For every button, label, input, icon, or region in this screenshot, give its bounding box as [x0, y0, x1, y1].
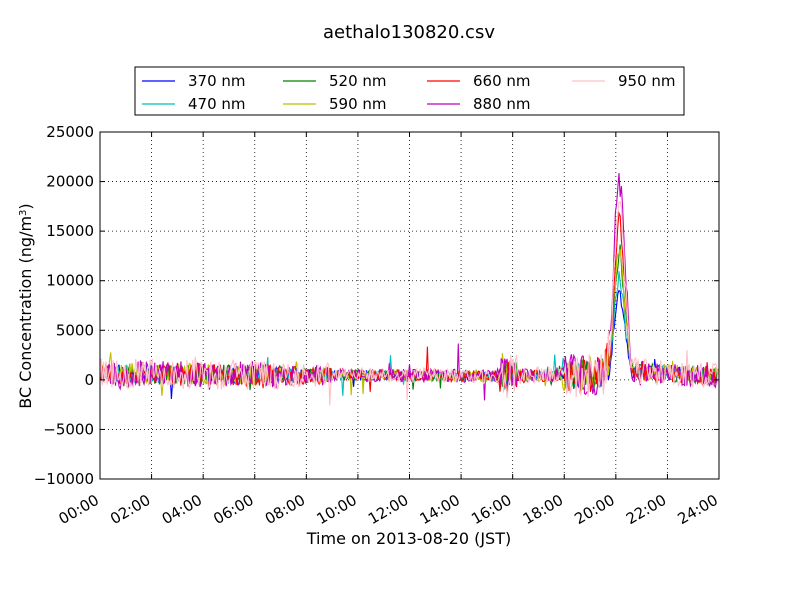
- x-tick-label: 20:00: [571, 491, 617, 528]
- x-tick-label: 14:00: [417, 491, 463, 528]
- chart-title: aethalo130820.csv: [323, 22, 495, 43]
- y-axis-label-sup: 3: [18, 210, 29, 216]
- x-tick-label: 08:00: [262, 491, 308, 528]
- y-axis-label: BC Concentration (ng/m3): [16, 203, 35, 408]
- x-tick-label: 24:00: [675, 491, 721, 528]
- legend-label: 590 nm: [329, 95, 387, 113]
- y-tick-label: −10000: [34, 470, 94, 488]
- legend-label: 880 nm: [473, 95, 531, 113]
- y-tick-labels: −10000 −5000 0 5000 10000 15000 20000 25000: [34, 123, 94, 488]
- x-tick-label: 10:00: [313, 491, 359, 528]
- x-tick-label: 22:00: [623, 491, 669, 528]
- x-tick-label: 00:00: [56, 491, 102, 528]
- legend: 370 nm 470 nm 520 nm 590 nm 660 nm 880 nm 950 …: [134, 66, 685, 116]
- legend-box: [134, 66, 685, 116]
- ticks: [99, 131, 720, 480]
- y-tick-label: 0: [84, 371, 94, 389]
- x-tick-label: 16:00: [468, 491, 514, 528]
- y-tick-label: 5000: [56, 321, 94, 339]
- legend-label: 520 nm: [329, 72, 387, 90]
- y-tick-label: 10000: [46, 272, 94, 290]
- series-line-950-nm: [99, 200, 720, 406]
- y-tick-label: 15000: [46, 222, 94, 240]
- plot-area: [99, 172, 720, 406]
- legend-label: 370 nm: [188, 72, 246, 90]
- y-axis-label-main: BC Concentration (ng/m: [16, 216, 35, 409]
- series-line-660-nm: [99, 210, 720, 393]
- legend-label: 950 nm: [618, 72, 676, 90]
- y-tick-label: 25000: [46, 123, 94, 141]
- x-tick-label: 18:00: [520, 491, 566, 528]
- y-tick-label: 20000: [46, 173, 94, 191]
- y-tick-label: −5000: [43, 420, 94, 438]
- x-tick-label: 06:00: [210, 491, 256, 528]
- x-tick-labels: 00:00 02:00 04:00 06:00 08:00 10:00 12:00 14:00…: [56, 491, 721, 528]
- legend-label: 660 nm: [473, 72, 531, 90]
- x-tick-label: 04:00: [159, 491, 205, 528]
- legend-label: 470 nm: [188, 95, 246, 113]
- x-axis-label: Time on 2013-08-20 (JST): [306, 529, 511, 548]
- y-axis-label-close: ): [16, 203, 35, 209]
- x-tick-label: 12:00: [365, 491, 411, 528]
- x-tick-label: 02:00: [107, 491, 153, 528]
